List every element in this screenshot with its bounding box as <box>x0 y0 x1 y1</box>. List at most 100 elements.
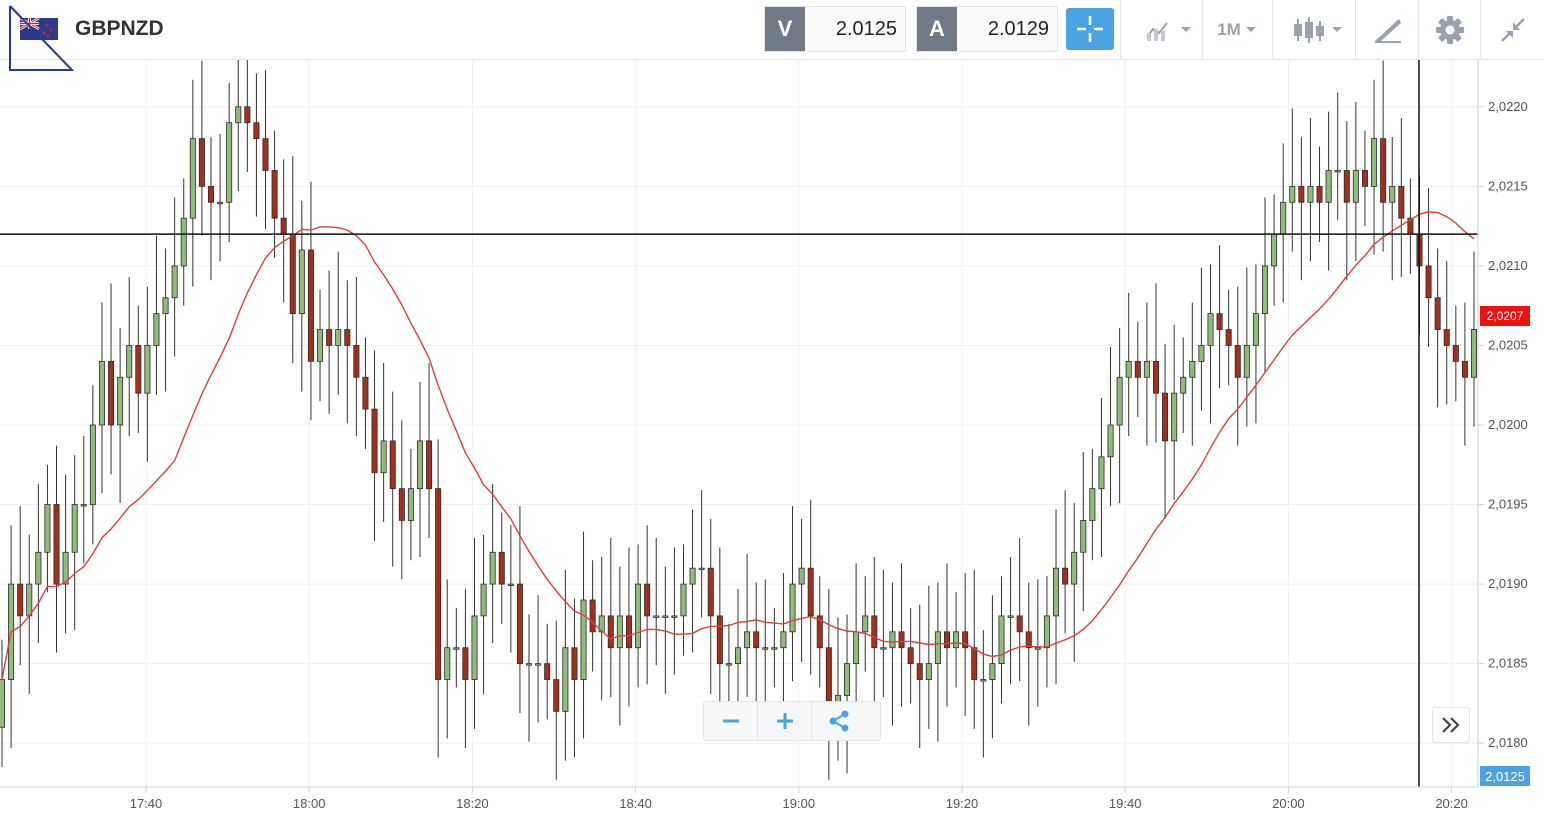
candle-up <box>71 504 78 553</box>
candle-up <box>780 631 787 649</box>
bid-price-tag: 2,0125 <box>1480 766 1530 786</box>
candle-down <box>326 329 333 346</box>
candle-up <box>762 647 769 650</box>
candle-up <box>862 615 869 633</box>
candle-up <box>998 615 1005 665</box>
share-icon <box>829 710 849 732</box>
plus-icon <box>776 713 793 729</box>
candle-up <box>335 329 342 346</box>
collapse-button[interactable] <box>1488 8 1538 52</box>
instrument-symbol: GBPNZD <box>75 17 164 40</box>
candle-up <box>180 217 187 267</box>
candle-down <box>253 122 260 140</box>
settings-button[interactable] <box>1424 8 1476 52</box>
candle-down <box>1162 392 1169 442</box>
candle-up <box>1262 265 1269 315</box>
candle-up <box>980 679 987 682</box>
indicators-button[interactable] <box>1280 8 1350 52</box>
zoom-controls <box>703 701 881 741</box>
candle-down <box>943 631 950 649</box>
zoom-in-button[interactable] <box>758 702 812 740</box>
candle-up <box>35 551 42 585</box>
time-tick-label: 19:20 <box>946 796 979 811</box>
candle-up <box>953 631 960 649</box>
candle-up <box>635 583 642 649</box>
candle-up <box>744 631 751 649</box>
candle-up <box>1007 615 1014 618</box>
candle-up <box>217 201 224 205</box>
candle-down <box>807 567 814 617</box>
chart-type-button[interactable] <box>1130 8 1200 52</box>
candle-up <box>416 440 423 490</box>
candle-down <box>1380 138 1387 203</box>
candle-up <box>689 567 696 585</box>
candle-up <box>62 551 69 585</box>
candle-up <box>671 615 678 618</box>
price-tick-label: 2,0200 <box>1488 417 1528 432</box>
candle-up <box>153 313 160 346</box>
candle-up <box>126 345 133 378</box>
candle-up <box>162 297 169 315</box>
candle-up <box>1107 424 1114 458</box>
price-tick-label: 2,0185 <box>1488 656 1528 671</box>
candle-down <box>816 615 823 649</box>
price-tick-label: 2,0215 <box>1488 178 1528 193</box>
candle-down <box>1225 329 1232 346</box>
current-price-tag: 2,0207 <box>1480 306 1530 326</box>
candle-up <box>1171 392 1178 442</box>
candle-down <box>1398 185 1405 219</box>
share-button[interactable] <box>812 702 866 740</box>
candle-down <box>1016 615 1023 633</box>
candle-down <box>753 631 760 649</box>
price-chart[interactable]: 2,0220 2,0215 2,0210 2,0205 2,0200 2,0195 2,01… <box>0 60 1544 823</box>
candle-up <box>1371 138 1378 187</box>
buy-price-button[interactable]: A 2.0129 <box>916 6 1058 52</box>
candle-up <box>562 647 569 712</box>
candle-down <box>53 504 60 585</box>
drawing-tools-button[interactable] <box>1362 8 1414 52</box>
candle-up <box>1053 567 1060 617</box>
candle-up <box>580 599 587 680</box>
candle-down <box>1452 345 1459 362</box>
drawing-tools-icon <box>1375 19 1401 43</box>
candle-down <box>607 615 614 649</box>
candle-down <box>1361 170 1368 187</box>
zoom-out-button[interactable] <box>704 702 758 740</box>
candle-down <box>516 583 523 665</box>
candle-up <box>1116 376 1123 426</box>
candle-down <box>962 631 969 649</box>
timeframe-button[interactable]: 1M <box>1208 8 1268 52</box>
price-tick-label: 2,0205 <box>1488 337 1528 352</box>
candle-down <box>589 599 596 633</box>
candle-up <box>1198 345 1205 362</box>
candle-down <box>1134 360 1141 378</box>
scroll-to-latest-button[interactable] <box>1432 707 1470 743</box>
candle-down <box>389 440 396 490</box>
candle-up <box>526 663 533 666</box>
candle-down <box>280 217 287 235</box>
candle-down <box>1343 170 1350 203</box>
candle-up <box>662 615 669 618</box>
candle-down <box>426 440 433 490</box>
candle-down <box>1234 345 1241 378</box>
candle-down <box>198 138 205 187</box>
time-axis: 17:40 18:00 18:20 18:40 19:00 19:20 19:40 20:00… <box>130 787 1468 811</box>
candle-up <box>1271 233 1278 267</box>
price-tick-label: 2,0195 <box>1488 497 1528 512</box>
candle-down <box>916 663 923 680</box>
time-tick-label: 19:00 <box>783 796 816 811</box>
candle-down <box>571 647 578 680</box>
candle-up <box>853 631 860 665</box>
minus-icon <box>722 719 739 723</box>
candle-up <box>1071 551 1078 585</box>
candle-up <box>1143 360 1150 378</box>
candle-down <box>108 360 115 426</box>
candle-up <box>407 488 414 521</box>
sell-price-button[interactable]: V 2.0125 <box>764 6 906 52</box>
candle-up <box>725 663 732 666</box>
candle-down <box>1062 567 1069 585</box>
candle-up <box>1180 376 1187 394</box>
time-tick-label: 20:00 <box>1272 796 1305 811</box>
crosshair-button[interactable] <box>1066 8 1114 50</box>
price-tick-label: 2,0210 <box>1488 258 1528 273</box>
